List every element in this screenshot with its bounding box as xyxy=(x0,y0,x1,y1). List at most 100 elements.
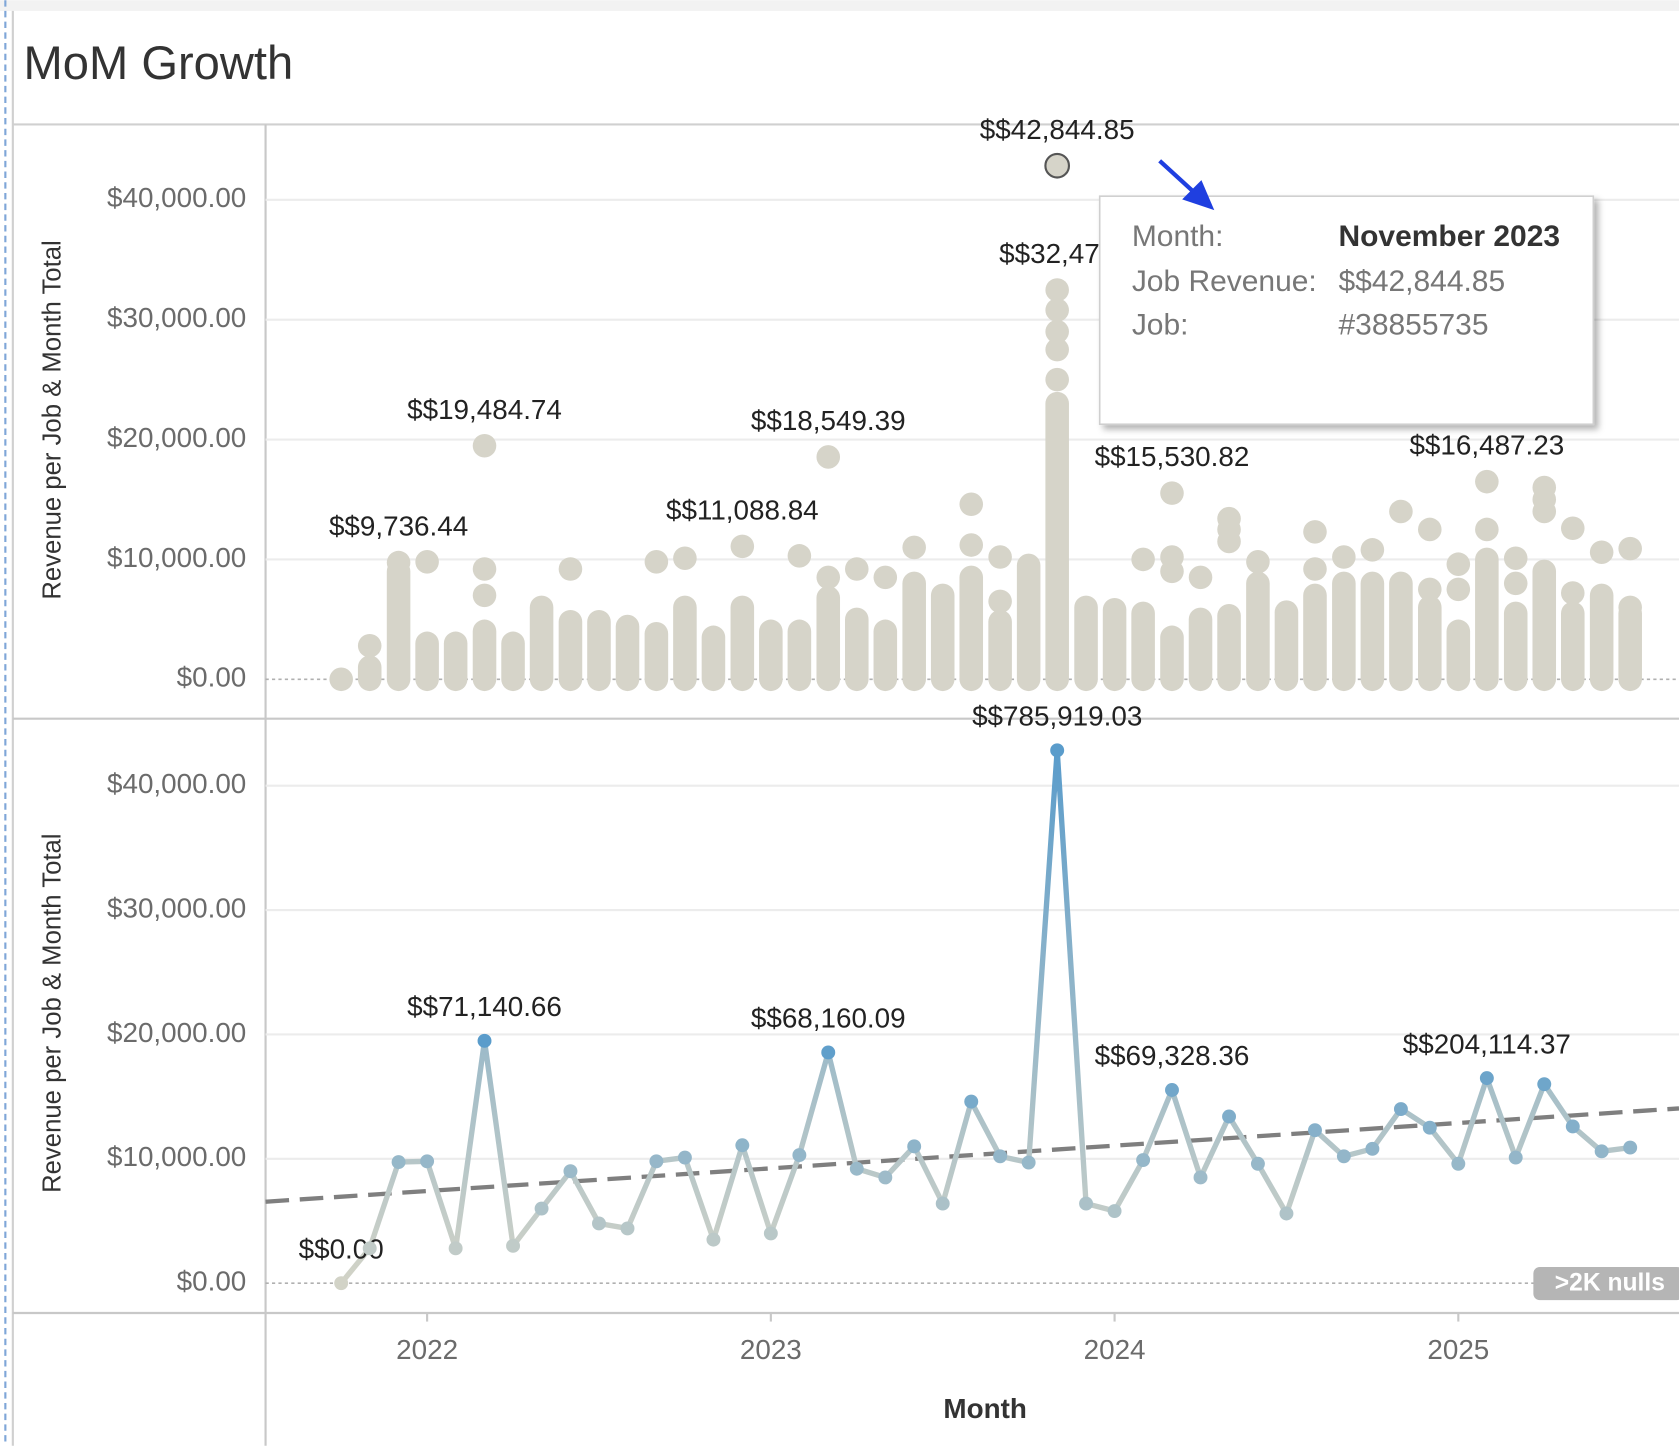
job-dot xyxy=(1389,499,1413,524)
dot-column xyxy=(959,565,984,692)
dot-column xyxy=(1217,603,1241,692)
line-point xyxy=(935,1196,950,1211)
dot-column xyxy=(1160,625,1184,692)
dot-column xyxy=(529,595,554,692)
y-axis-title: Revenue per Job & Month Total xyxy=(38,833,66,1192)
value-label: $$16,487.23 xyxy=(1409,430,1564,461)
line-point xyxy=(821,1045,836,1060)
x-tick-label: 2025 xyxy=(1427,1334,1489,1365)
badge-text: >2K nulls xyxy=(1555,1270,1665,1297)
dot-column xyxy=(930,583,955,692)
line-point xyxy=(1250,1156,1265,1171)
line-point xyxy=(1594,1144,1609,1159)
line-point xyxy=(735,1138,750,1153)
dot-column xyxy=(1303,583,1327,692)
job-dot xyxy=(1045,278,1069,302)
job-dot xyxy=(816,565,841,590)
value-label: $$11,088.84 xyxy=(666,494,819,525)
value-label: $$9,736.44 xyxy=(329,511,468,542)
line-point xyxy=(849,1161,864,1176)
point-label: $$69,328.36 xyxy=(1095,1040,1250,1071)
line-point xyxy=(706,1232,721,1247)
job-dot xyxy=(730,534,755,559)
job-dot xyxy=(558,557,583,581)
tooltip-key: Job: xyxy=(1132,309,1189,342)
line-point xyxy=(649,1154,664,1169)
job-dot xyxy=(988,589,1012,614)
job-dot xyxy=(1045,298,1069,322)
line-point xyxy=(792,1148,807,1163)
line-point xyxy=(1422,1120,1437,1135)
value-label: $$15,530.82 xyxy=(1095,441,1250,472)
dot-column xyxy=(587,609,611,692)
line-point xyxy=(1222,1109,1237,1124)
line-point xyxy=(1365,1141,1380,1156)
top-strip xyxy=(0,0,1679,11)
y-tick-label: $20,000.00 xyxy=(107,1017,246,1048)
dot-column xyxy=(873,619,898,692)
dot-column xyxy=(1418,595,1442,692)
line-point xyxy=(907,1139,922,1154)
line-point xyxy=(964,1094,979,1109)
line-point xyxy=(477,1033,492,1048)
line-point xyxy=(1451,1156,1466,1171)
dot-column xyxy=(1045,391,1069,692)
dot-column xyxy=(902,571,926,692)
y-tick-label: $30,000.00 xyxy=(107,892,246,923)
job-dot xyxy=(1446,577,1471,602)
job-dot xyxy=(472,557,497,581)
job-dot xyxy=(1044,152,1071,179)
job-dot xyxy=(1618,595,1642,620)
line-point xyxy=(1279,1206,1294,1221)
job-dot xyxy=(1045,367,1069,392)
dot-column xyxy=(1074,595,1098,692)
badge-bg xyxy=(1533,1266,1679,1301)
job-dot xyxy=(1217,506,1241,531)
line-point xyxy=(1479,1071,1494,1086)
dot-column xyxy=(415,631,439,692)
dot-column xyxy=(472,619,497,692)
dot-column xyxy=(1475,547,1499,692)
line-point xyxy=(334,1276,349,1291)
dot-column xyxy=(787,619,812,692)
job-dot xyxy=(902,535,926,560)
value-label: $$32,479 xyxy=(999,238,1115,269)
tooltip-value: #38855735 xyxy=(1338,309,1488,342)
job-dot xyxy=(1503,571,1528,596)
nulls-badge[interactable]: >2K nulls xyxy=(1533,1266,1679,1301)
job-dot xyxy=(1045,319,1069,344)
line-point xyxy=(420,1154,435,1169)
job-dot xyxy=(988,545,1012,569)
job-dot xyxy=(873,565,898,590)
line-point xyxy=(534,1201,549,1216)
value-label: $$18,549.39 xyxy=(751,405,906,436)
arrow-head xyxy=(1182,180,1215,211)
tooltip-key: Job Revenue: xyxy=(1132,265,1317,298)
line-point xyxy=(993,1149,1008,1164)
tooltip-box xyxy=(1098,195,1595,426)
job-dot xyxy=(1246,550,1270,574)
dot-column xyxy=(1016,553,1041,692)
job-dot xyxy=(1503,546,1528,571)
job-dot xyxy=(1418,517,1442,542)
job-dot xyxy=(472,433,497,458)
line-point xyxy=(878,1170,893,1185)
line-point xyxy=(1393,1102,1408,1117)
dot-column xyxy=(644,621,669,692)
job-dot xyxy=(1303,520,1327,544)
line-point xyxy=(448,1241,463,1256)
dot-column xyxy=(1446,619,1471,692)
tooltip-key: Month: xyxy=(1132,220,1224,253)
line-point xyxy=(1107,1204,1122,1218)
dot-column xyxy=(386,559,411,692)
job-dot xyxy=(1561,581,1585,605)
line-point xyxy=(620,1221,635,1236)
dot-column xyxy=(1102,597,1127,692)
x-tick-label: 2023 xyxy=(740,1334,802,1365)
job-dot xyxy=(816,445,841,469)
job-dot xyxy=(1475,469,1499,494)
dot-column xyxy=(1503,601,1528,692)
line-point xyxy=(563,1164,578,1179)
job-dot xyxy=(1446,552,1471,576)
job-dot xyxy=(1561,516,1585,541)
